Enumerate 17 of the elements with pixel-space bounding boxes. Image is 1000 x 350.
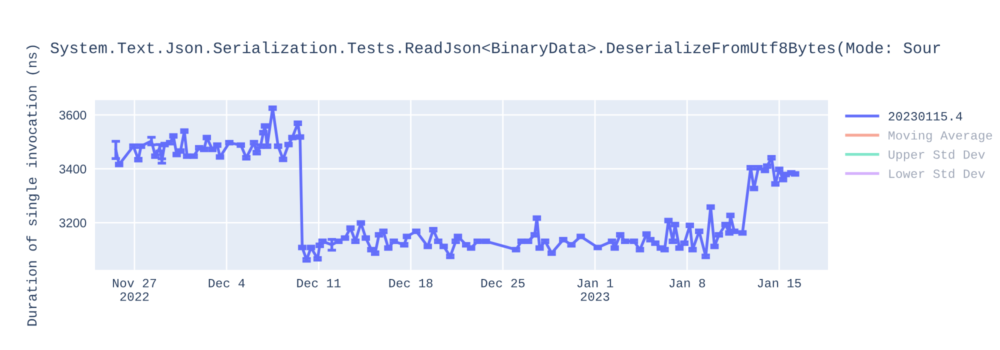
legend-label: Moving Average (888, 130, 992, 142)
y-tick-label: 3400 (59, 164, 86, 174)
x-tick-label: Jan 15 (758, 279, 801, 288)
x-tick-label: Dec 11 (297, 279, 341, 288)
x-tick-label: Dec 4 (208, 279, 245, 288)
legend-label: Upper Std Dev (888, 150, 985, 162)
x-tick-label: Jan 8 (669, 278, 706, 288)
y-tick-label: 3600 (59, 110, 86, 120)
chart-title: System.Text.Json.Serialization.Tests.ReadJson<BinaryData>.DeserializeFromUtf8Bytes(Mode: Sour (50, 42, 940, 56)
x-tick-label: Dec 25 (481, 278, 525, 288)
x-tick-label: Nov 27 2022 (112, 278, 156, 301)
legend-label: Lower Std Dev (889, 168, 985, 178)
x-tick-label: Jan 1 2023 (577, 279, 614, 301)
y-axis-title: Duration of single invocation (ns) (26, 46, 40, 326)
legend-label: 20230115.4 (888, 112, 962, 121)
x-tick-label: Dec 18 (389, 278, 432, 288)
y-tick-label: 3200 (59, 218, 86, 228)
